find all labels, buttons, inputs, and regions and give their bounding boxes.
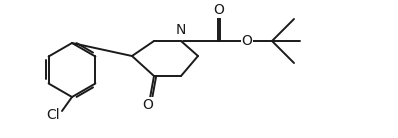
Text: N: N xyxy=(176,23,186,37)
Text: Cl: Cl xyxy=(46,108,60,122)
Text: O: O xyxy=(142,98,154,112)
Text: O: O xyxy=(214,3,224,17)
Text: O: O xyxy=(242,34,252,48)
